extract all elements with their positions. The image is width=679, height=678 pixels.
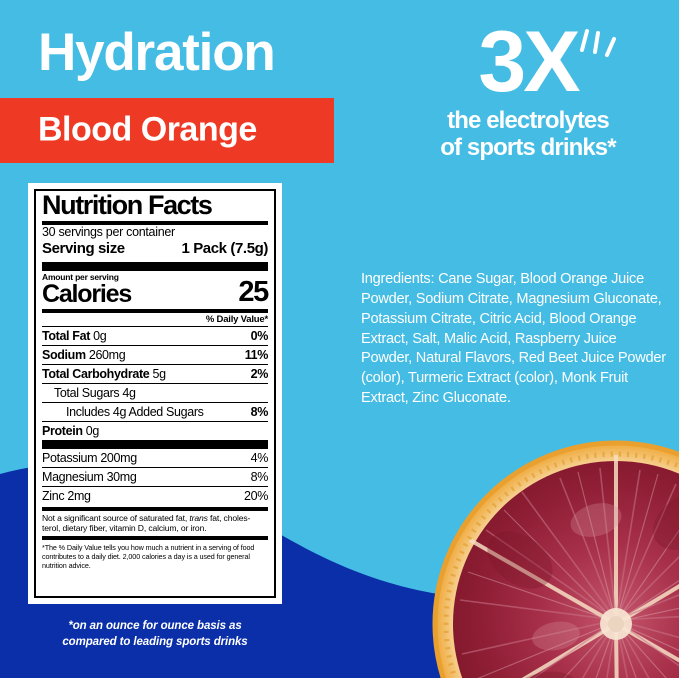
flavor-label: Blood Orange bbox=[38, 110, 257, 149]
calories-value: 25 bbox=[238, 276, 269, 309]
row-divider bbox=[42, 485, 268, 487]
footnote-line-1: *on an ounce for ounce basis as bbox=[68, 620, 242, 632]
nutrient-daily-value: 8% bbox=[250, 404, 269, 419]
nutrition-row: Protein 0g bbox=[42, 422, 268, 440]
serving-size-value: 1 Pack (7.5g) bbox=[181, 240, 268, 258]
claim-line-1: the electrolytes bbox=[447, 106, 610, 134]
row-divider bbox=[42, 401, 268, 403]
nutrient-name: Includes 4g Added Sugars bbox=[66, 404, 204, 419]
nutrient-name: Total Sugars 4g bbox=[54, 385, 136, 400]
daily-value-footnote: *The % Daily Value tells you how much a … bbox=[42, 542, 255, 571]
row-divider bbox=[42, 382, 268, 384]
nutrient-name: Total Carbohydrate 5g bbox=[42, 366, 166, 381]
blood-orange-slice bbox=[432, 440, 679, 678]
claim-line-2: of sports drinks* bbox=[440, 133, 616, 161]
micronutrient-name: Zinc 2mg bbox=[42, 488, 91, 503]
footnote-line-2: compared to leading sports drinks bbox=[62, 635, 248, 648]
micronutrient-daily-value: 20% bbox=[244, 488, 268, 503]
multiplier-text: 3X bbox=[478, 14, 580, 110]
nutrition-row: Total Sugars 4g bbox=[42, 384, 268, 402]
ns-trans-italic: trans bbox=[189, 512, 208, 523]
micronutrient-row: Potassium 200mg 4% bbox=[42, 449, 268, 467]
ns-line-2: terol, dietary fiber, vitamin D, calcium… bbox=[42, 523, 207, 534]
micronutrient-daily-value: 8% bbox=[250, 469, 269, 484]
micronutrient-daily-value: 4% bbox=[250, 450, 269, 465]
ns-part-a: Not a significant source of saturated fa… bbox=[42, 512, 190, 523]
micronutrient-name: Magnesium 30mg bbox=[42, 469, 137, 484]
serving-size-label: Serving size bbox=[42, 240, 125, 258]
micronutrient-name: Potassium 200mg bbox=[42, 450, 137, 465]
nutrition-row: Includes 4g Added Sugars 8% bbox=[42, 403, 268, 421]
row-divider bbox=[42, 466, 268, 468]
nutrient-name: Total Fat 0g bbox=[42, 328, 107, 343]
nutrient-daily-value: 11% bbox=[244, 347, 269, 362]
row-divider bbox=[42, 344, 268, 346]
row-divider bbox=[42, 363, 268, 365]
nutrition-facts-panel: Nutrition Facts 30 servings per containe… bbox=[28, 183, 282, 604]
nutrient-name: Protein 0g bbox=[42, 423, 99, 438]
row-divider bbox=[42, 420, 268, 422]
micronutrient-rows: Potassium 200mg 4% Magnesium 30mg 8% Zinc 2m… bbox=[42, 449, 268, 505]
nutrition-row: Total Fat 0g 0% bbox=[42, 327, 268, 345]
comparison-footnote: *on an ounce for ounce basis as compared… bbox=[0, 619, 310, 650]
page-title: Hydration bbox=[38, 23, 276, 82]
amount-per-serving-label: Amount per serving bbox=[42, 272, 119, 283]
sparkle-marks-icon bbox=[580, 29, 616, 57]
claim-text: the electrolytes of sports drinks* bbox=[388, 106, 668, 162]
nutrition-row: Sodium 260mg 11% bbox=[42, 346, 268, 364]
serving-size-row: Serving size 1 Pack (7.5g) bbox=[42, 240, 268, 259]
micronutrient-row: Zinc 2mg 20% bbox=[42, 487, 268, 505]
micronutrient-row: Magnesium 30mg 8% bbox=[42, 468, 268, 486]
calories-label: Calories bbox=[42, 279, 132, 308]
calories-row: Calories 25 bbox=[42, 276, 269, 309]
daily-value-header: % Daily Value* bbox=[205, 313, 268, 325]
macro-rows: Total Fat 0g 0% Sodium 260mg 11% Total Carbo… bbox=[42, 327, 268, 440]
flavor-badge: Blood Orange bbox=[0, 98, 334, 163]
servings-per-container: 30 servings per container bbox=[42, 224, 175, 239]
nutrition-row: Total Carbohydrate 5g 2% bbox=[42, 365, 268, 383]
nutrient-daily-value: 0% bbox=[250, 328, 269, 343]
not-significant-source-note: Not a significant source of saturated fa… bbox=[42, 511, 268, 536]
nutrient-name: Sodium 260mg bbox=[42, 347, 126, 362]
ingredients-text: Ingredients: Cane Sugar, Blood Orange Ju… bbox=[361, 271, 666, 407]
ns-part-b: fat, choles- bbox=[207, 512, 251, 523]
nutrient-daily-value: 2% bbox=[250, 366, 269, 381]
nutrition-facts-title: Nutrition Facts bbox=[42, 190, 213, 220]
electrolyte-claim-block: 3X the electrolytes of sports drinks* bbox=[388, 14, 668, 162]
